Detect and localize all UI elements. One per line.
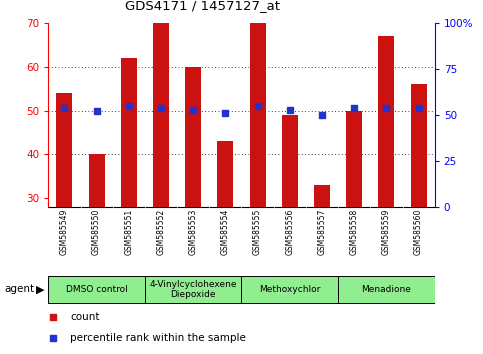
Bar [145, 276, 242, 303]
Text: GSM585559: GSM585559 [382, 209, 391, 255]
Bar [338, 276, 435, 303]
Text: GSM585550: GSM585550 [92, 209, 101, 255]
Text: GSM585549: GSM585549 [60, 209, 69, 255]
Bar [121, 58, 137, 207]
Bar [153, 23, 169, 207]
Text: GDS4171 / 1457127_at: GDS4171 / 1457127_at [126, 0, 280, 12]
Text: count: count [70, 312, 99, 322]
Text: GSM585560: GSM585560 [414, 209, 423, 255]
Bar [57, 93, 72, 207]
Text: GSM585557: GSM585557 [317, 209, 327, 255]
Bar [185, 67, 201, 207]
Bar [250, 23, 266, 207]
Text: 4-Vinylcyclohexene
Diepoxide: 4-Vinylcyclohexene Diepoxide [149, 280, 237, 299]
Bar [282, 115, 298, 207]
Text: Methoxychlor: Methoxychlor [259, 285, 321, 294]
Bar [411, 84, 426, 207]
Text: GSM585553: GSM585553 [189, 209, 198, 255]
Text: DMSO control: DMSO control [66, 285, 128, 294]
Bar [242, 276, 338, 303]
Bar [346, 111, 362, 207]
Text: GSM585555: GSM585555 [253, 209, 262, 255]
Text: agent: agent [5, 284, 35, 295]
Text: GSM585556: GSM585556 [285, 209, 294, 255]
Bar [314, 185, 330, 207]
Text: ▶: ▶ [36, 284, 45, 295]
Bar [217, 141, 233, 207]
Text: GSM585552: GSM585552 [156, 209, 166, 255]
Text: percentile rank within the sample: percentile rank within the sample [70, 332, 246, 343]
Text: Menadione: Menadione [361, 285, 412, 294]
Text: GSM585551: GSM585551 [124, 209, 133, 255]
Text: GSM585554: GSM585554 [221, 209, 230, 255]
Bar [378, 36, 395, 207]
Bar [88, 154, 105, 207]
Bar [48, 276, 145, 303]
Text: GSM585558: GSM585558 [350, 209, 359, 255]
